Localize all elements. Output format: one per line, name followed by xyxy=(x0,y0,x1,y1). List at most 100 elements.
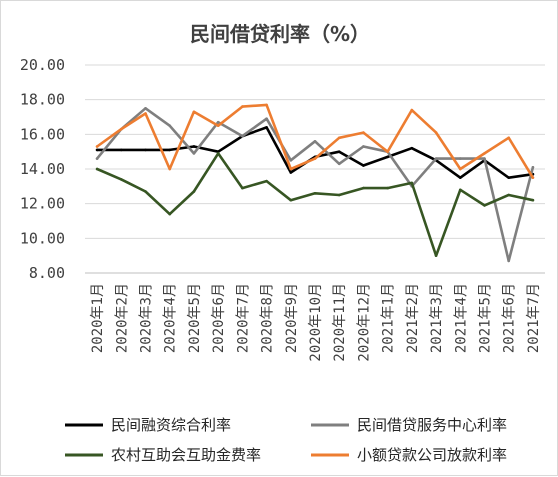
data-point xyxy=(192,145,196,148)
series-lines xyxy=(95,103,535,263)
data-point xyxy=(337,150,341,153)
data-point xyxy=(386,155,389,159)
data-point xyxy=(507,176,510,179)
x-tick-label: 2021年4月 xyxy=(453,283,469,353)
data-point xyxy=(337,193,341,197)
data-point xyxy=(265,179,268,183)
data-point xyxy=(289,159,293,162)
data-point xyxy=(216,120,220,124)
data-point xyxy=(241,186,244,190)
x-tick-label: 2021年3月 xyxy=(429,283,445,353)
x-tick-label: 2020年12月 xyxy=(356,283,372,362)
x-tick-label: 2020年6月 xyxy=(211,283,227,353)
data-point xyxy=(192,190,196,193)
y-tick-label: 14.00 xyxy=(20,160,65,178)
data-point xyxy=(313,157,317,160)
data-point xyxy=(362,145,365,148)
data-point xyxy=(144,190,147,193)
data-point xyxy=(289,171,293,174)
x-tick-label: 2020年11月 xyxy=(332,283,348,362)
x-tick-label: 2021年6月 xyxy=(502,283,518,353)
data-point xyxy=(386,186,389,190)
x-tick-label: 2021年5月 xyxy=(477,283,493,353)
data-point xyxy=(168,148,172,152)
data-point xyxy=(531,198,535,202)
data-point xyxy=(216,152,220,155)
data-point xyxy=(458,157,462,160)
data-point xyxy=(531,176,535,179)
legend-entry: 小额贷款公司放款利率 xyxy=(357,446,507,464)
data-point xyxy=(144,148,147,152)
gridlines xyxy=(85,64,545,274)
x-tick-label: 2020年1月 xyxy=(90,283,106,353)
data-point xyxy=(483,152,486,155)
data-point xyxy=(95,145,99,148)
data-point xyxy=(95,148,99,152)
legend-entry: 民间借贷服务中心利率 xyxy=(357,416,507,434)
data-point xyxy=(434,254,438,257)
data-point xyxy=(95,167,99,171)
data-point xyxy=(410,181,414,185)
data-point xyxy=(289,198,293,202)
legend-entry: 农村互助会互助金费率 xyxy=(111,446,261,464)
y-tick-label: 10.00 xyxy=(20,229,65,247)
x-tick-label: 2021年2月 xyxy=(405,283,421,353)
data-point xyxy=(410,108,414,112)
data-point xyxy=(144,112,147,115)
data-point xyxy=(192,110,196,114)
data-point xyxy=(458,188,462,192)
data-point xyxy=(434,157,438,160)
y-tick-label: 18.00 xyxy=(20,91,65,109)
x-tick-label: 2020年4月 xyxy=(163,283,179,353)
data-point xyxy=(362,186,365,190)
y-axis-ticks: 8.00 10.00 12.00 14.00 16.00 18.00 20.00 xyxy=(20,56,65,282)
data-point xyxy=(362,131,365,134)
data-point xyxy=(483,157,486,160)
legend-entry: 民间融资综合利率 xyxy=(111,416,231,434)
x-tick-label: 2020年5月 xyxy=(187,283,203,353)
data-point xyxy=(362,164,365,167)
data-point xyxy=(410,146,414,150)
data-point xyxy=(120,148,123,152)
data-point xyxy=(507,193,510,197)
data-point xyxy=(265,126,268,129)
x-tick-label: 2020年2月 xyxy=(114,283,130,353)
data-point xyxy=(531,165,535,169)
data-point xyxy=(313,139,317,143)
y-tick-label: 16.00 xyxy=(20,125,65,143)
data-point xyxy=(337,162,341,166)
data-point xyxy=(120,127,123,131)
data-point xyxy=(507,259,510,263)
x-tick-label: 2020年9月 xyxy=(284,283,300,353)
data-point xyxy=(241,105,244,108)
data-point xyxy=(458,176,462,179)
data-point xyxy=(216,124,220,127)
x-tick-label: 2020年8月 xyxy=(260,283,276,353)
data-point xyxy=(265,117,268,121)
data-point xyxy=(241,134,244,138)
chart-title: 民间借贷利率（%） xyxy=(190,22,370,46)
x-tick-label: 2020年7月 xyxy=(235,283,251,353)
data-point xyxy=(507,136,510,140)
x-tick-label: 2020年10月 xyxy=(308,283,324,362)
data-point xyxy=(168,167,172,171)
x-axis-ticks: 2020年1月 2020年2月 2020年3月 2020年4月 2020年5月 2020年… xyxy=(90,283,542,362)
data-point xyxy=(168,212,172,216)
y-tick-label: 12.00 xyxy=(20,195,65,213)
data-point xyxy=(458,167,462,171)
y-tick-label: 8.00 xyxy=(29,264,65,282)
data-point xyxy=(265,103,268,107)
x-tick-label: 2020年3月 xyxy=(139,283,155,353)
data-point xyxy=(168,124,172,127)
data-point xyxy=(386,150,389,153)
x-tick-label: 2021年1月 xyxy=(381,283,397,353)
data-point xyxy=(313,191,317,195)
data-point xyxy=(483,204,486,207)
data-point xyxy=(192,152,196,155)
data-point xyxy=(337,136,341,140)
x-tick-label: 2021年7月 xyxy=(526,283,542,353)
data-point xyxy=(289,167,293,171)
